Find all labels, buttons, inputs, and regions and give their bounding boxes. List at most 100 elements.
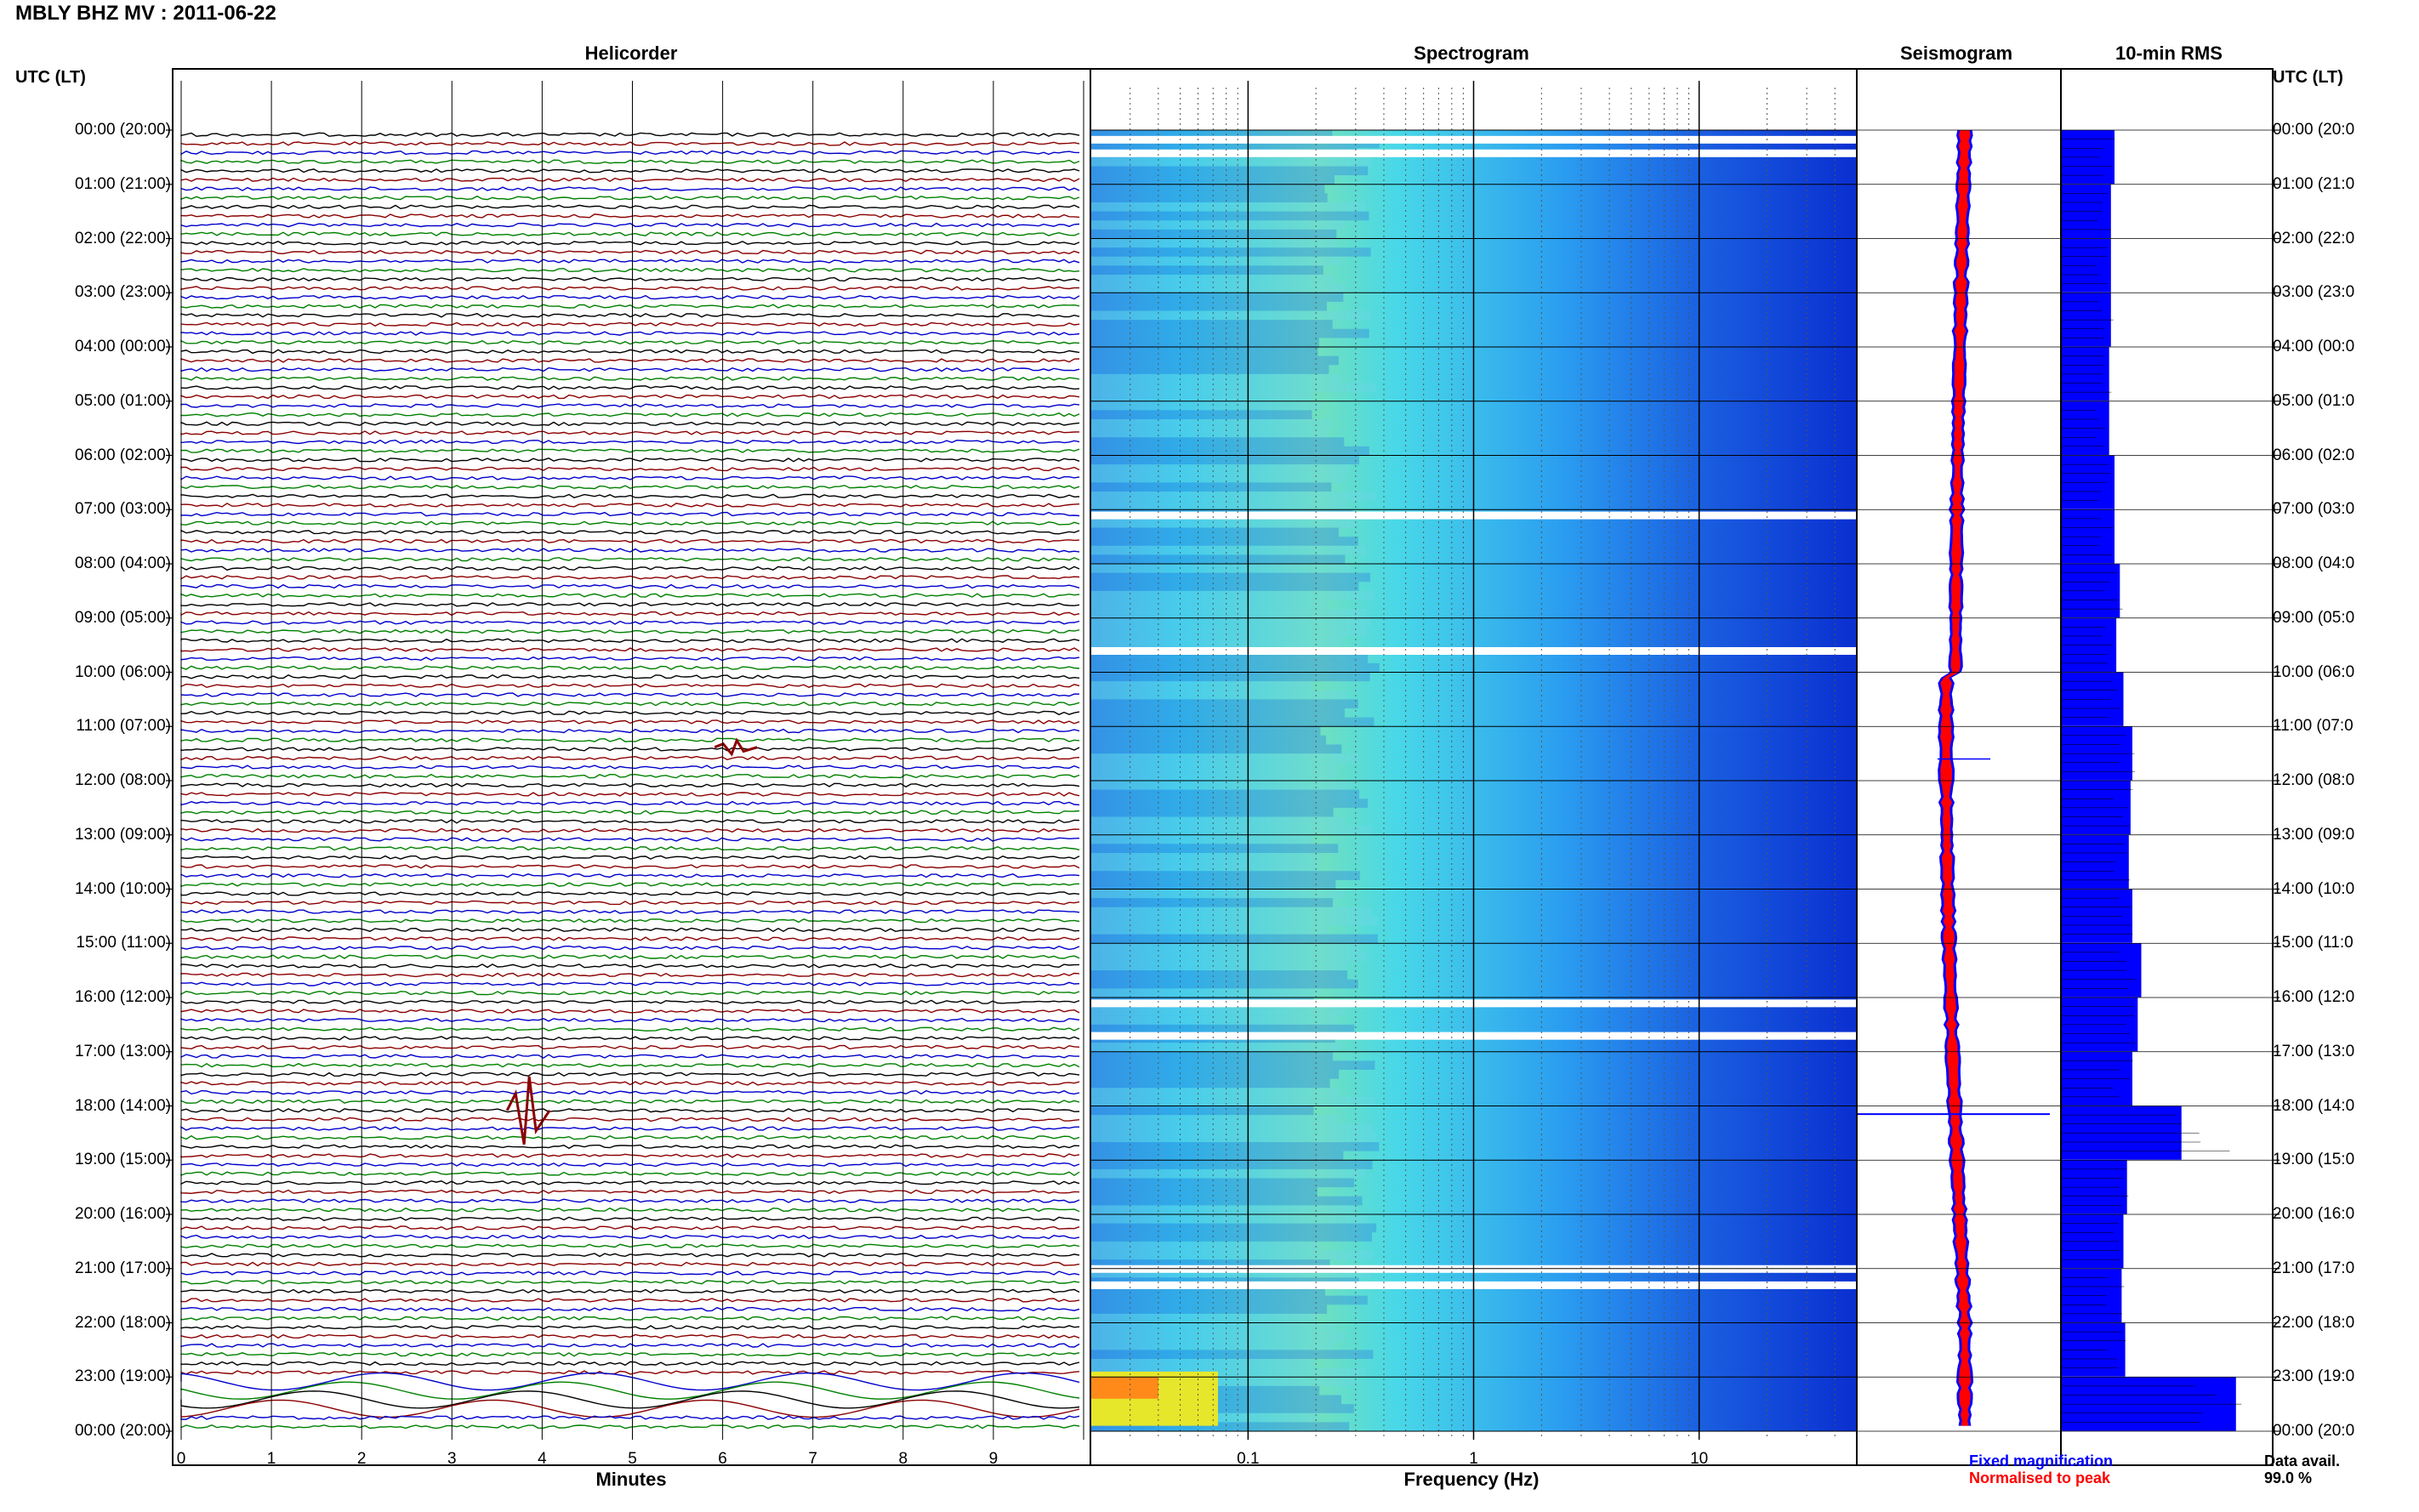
helicorder-trace (180, 1343, 1080, 1348)
helicorder-trace (180, 1399, 1080, 1418)
left-time-label: 19:00 (15:00) (74, 1151, 171, 1169)
helicorder-trace (180, 1099, 1080, 1104)
spectrogram-row (1090, 355, 1339, 366)
left-time-label: 11:00 (07:00) (76, 717, 171, 736)
spectrogram-row (1090, 256, 1341, 266)
minutes-axis-label: Minutes (595, 1469, 667, 1490)
rms-title: 10-min RMS (2115, 43, 2223, 64)
data-availability-label: Data avail. (2264, 1452, 2341, 1469)
spectrogram-row (1090, 365, 1329, 374)
spectrogram-row (1090, 293, 1344, 302)
spectrogram-row (1090, 1024, 1355, 1034)
helicorder-trace (180, 421, 1080, 427)
helicorder-trace (180, 1126, 1080, 1131)
helicorder-trace (180, 412, 1080, 418)
spectrogram-row (1090, 844, 1339, 853)
spectrogram-row (1090, 753, 1358, 763)
helicorder-trace (180, 583, 1080, 589)
helicorder-trace (180, 1225, 1080, 1231)
helicorder-trace (180, 1424, 1080, 1430)
helicorder-trace (180, 141, 1080, 146)
helicorder-trace (180, 945, 1080, 951)
spectrogram-row (1090, 1350, 1374, 1359)
spectrogram-row (1090, 582, 1359, 591)
seismogram-title: Seismogram (1899, 43, 2013, 64)
spectrogram-row (1090, 1313, 1318, 1323)
spectrogram-row (1090, 527, 1339, 537)
right-time-label: 00:00 (20:0 (2273, 121, 2355, 139)
helicorder-trace (180, 1316, 1080, 1322)
spectrogram-energy-peak (1090, 1377, 1158, 1399)
spectrogram-row (1090, 446, 1369, 456)
helicorder-trace (180, 819, 1080, 824)
right-time-label: 20:00 (16:0 (2273, 1205, 2355, 1223)
helicorder-trace (180, 1180, 1080, 1185)
helicorder-event (714, 737, 758, 757)
helicorder-trace (180, 628, 1080, 634)
spectrogram-row (1090, 1367, 1365, 1378)
spectrogram-row (1090, 202, 1366, 212)
helicorder-trace (180, 773, 1080, 779)
right-time-label: 14:00 (10:0 (2273, 879, 2355, 898)
spectrogram-row (1090, 437, 1345, 446)
helicorder-trace (180, 656, 1080, 662)
helicorder-trace (180, 249, 1080, 255)
helicorder-trace (180, 1325, 1080, 1330)
helicorder-trace (180, 520, 1080, 526)
helicorder-trace (180, 331, 1080, 336)
helicorder-trace (180, 1026, 1080, 1032)
helicorder-trace (180, 1198, 1080, 1203)
helicorder-trace (180, 159, 1080, 164)
spectrogram-row (1090, 907, 1372, 917)
spectrogram-row (1090, 373, 1340, 384)
helicorder-trace (180, 222, 1080, 228)
minute-tick-label: 7 (808, 1450, 817, 1468)
spectrogram-row (1090, 789, 1360, 799)
spectrogram-row (1090, 636, 1341, 645)
spectrogram-row (1090, 925, 1329, 935)
spectrogram-row (1090, 1115, 1338, 1124)
helicorder-trace (180, 954, 1080, 959)
helicorder-trace (180, 1288, 1080, 1294)
left-time-label: 07:00 (03:00) (74, 500, 171, 519)
right-time-axis-header: UTC (LT) (2273, 68, 2343, 87)
helicorder-trace (180, 1009, 1080, 1014)
left-time-label: 16:00 (12:00) (74, 988, 171, 1006)
frequency-tick-label: 10 (1690, 1450, 1709, 1468)
helicorder-trace (180, 765, 1080, 770)
spectrogram-row (1090, 590, 1375, 600)
spectrogram-row (1090, 229, 1337, 239)
helicorder-trace (180, 972, 1080, 978)
helicorder-trace (180, 1017, 1080, 1023)
helicorder-trace (180, 900, 1080, 906)
spectrogram-row (1090, 1295, 1368, 1305)
helicorder-trace (180, 376, 1080, 381)
helicorder-trace (180, 747, 1080, 752)
right-time-label: 11:00 (07:0 (2273, 717, 2354, 736)
spectrogram-row (1090, 1241, 1320, 1251)
right-time-label: 21:00 (17:0 (2273, 1259, 2355, 1277)
helicorder-trace (180, 304, 1080, 309)
helicorder-trace (180, 403, 1080, 408)
helicorder-trace (180, 1243, 1080, 1248)
data-availability-value: 99.0 % (2264, 1469, 2313, 1486)
spectrogram-row (1090, 238, 1337, 248)
minute-tick-label: 5 (628, 1450, 637, 1468)
helicorder-trace (180, 827, 1080, 833)
helicorder-trace (180, 150, 1080, 156)
helicorder-trace (180, 1261, 1080, 1267)
helicorder-trace (180, 593, 1080, 598)
helicorder-trace (180, 267, 1080, 273)
spectrogram-row (1090, 1259, 1330, 1269)
left-time-label: 14:00 (10:00) (74, 879, 171, 898)
left-time-label: 20:00 (16:00) (74, 1205, 171, 1223)
spectrogram-row (1090, 464, 1350, 474)
helicorder-trace (180, 1035, 1080, 1041)
spectrogram-row (1090, 600, 1329, 610)
spectrogram-row (1090, 247, 1371, 257)
right-time-label: 13:00 (09:0 (2273, 825, 2355, 844)
helicorder-trace (180, 611, 1080, 617)
spectrogram-row (1090, 220, 1344, 230)
left-time-label: 08:00 (04:00) (74, 554, 171, 572)
